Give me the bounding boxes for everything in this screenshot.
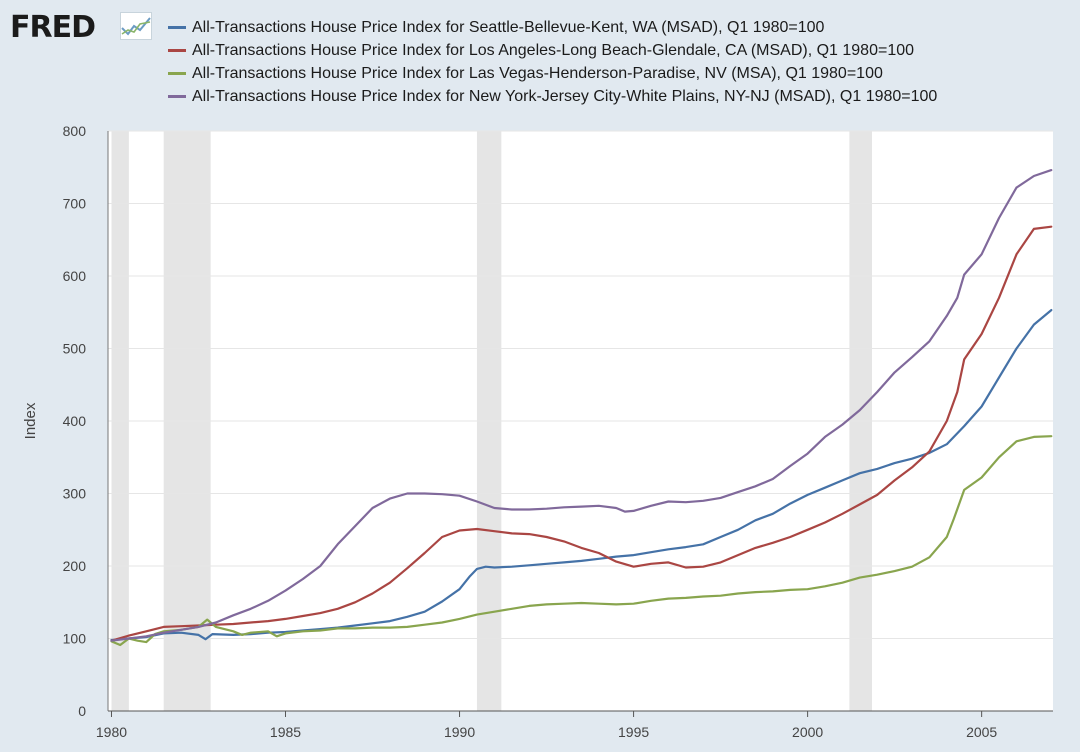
legend-item-las-vegas[interactable]: All-Transactions House Price Index for L… — [168, 62, 937, 85]
chart-header: FRED All-Transactions House Price Index … — [0, 0, 1080, 118]
legend-swatch — [168, 26, 186, 29]
y-tick-label: 400 — [63, 413, 87, 429]
y-tick-label: 200 — [63, 558, 87, 574]
legend-item-new-york[interactable]: All-Transactions House Price Index for N… — [168, 85, 937, 108]
series-line-3 — [110, 169, 1053, 642]
fred-chart-icon — [120, 12, 152, 40]
legend-swatch — [168, 95, 186, 98]
x-tick-label: 1980 — [96, 724, 127, 740]
x-tick-label: 2000 — [792, 724, 823, 740]
x-axis-ticks: 1980 1985 1990 1995 2000 2005 — [96, 711, 997, 740]
y-tick-label: 0 — [78, 703, 86, 719]
y-tick-label: 600 — [63, 268, 87, 284]
series-line-2 — [110, 435, 1053, 647]
series-lines — [110, 169, 1053, 647]
x-tick-label: 1985 — [270, 724, 301, 740]
y-axis-ticks: 0 100 200 300 400 500 600 700 800 — [63, 123, 87, 719]
fred-logo[interactable]: FRED — [10, 10, 96, 45]
x-tick-label: 2005 — [966, 724, 997, 740]
series-line-1 — [110, 225, 1053, 642]
legend-swatch — [168, 72, 186, 75]
y-tick-label: 700 — [63, 196, 87, 212]
legend-swatch — [168, 49, 186, 52]
y-tick-label: 500 — [63, 341, 87, 357]
axes — [107, 131, 1053, 712]
legend-label: All-Transactions House Price Index for N… — [192, 87, 938, 105]
series-line-0 — [110, 309, 1053, 642]
y-tick-label: 300 — [63, 486, 87, 502]
y-tick-label: 800 — [63, 123, 87, 139]
x-tick-label: 1990 — [444, 724, 475, 740]
x-tick-label: 1995 — [618, 724, 649, 740]
chart-legend: All-Transactions House Price Index for S… — [168, 16, 937, 108]
grid-lines — [108, 130, 1053, 639]
legend-item-los-angeles[interactable]: All-Transactions House Price Index for L… — [168, 39, 937, 62]
legend-item-seattle[interactable]: All-Transactions House Price Index for S… — [168, 16, 937, 39]
y-tick-label: 100 — [63, 631, 87, 647]
legend-label: All-Transactions House Price Index for L… — [192, 41, 915, 59]
legend-label: All-Transactions House Price Index for S… — [192, 18, 825, 36]
legend-label: All-Transactions House Price Index for L… — [192, 64, 883, 82]
y-axis-title: Index — [22, 402, 39, 439]
